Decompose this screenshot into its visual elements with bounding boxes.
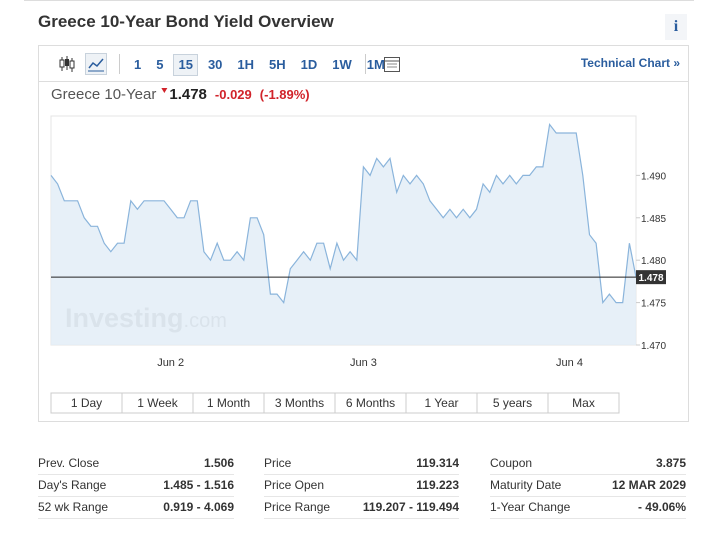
quote-line: Greece 10-Year <box>51 86 156 103</box>
stat-value: - 49.06% <box>637 500 686 514</box>
quote-values: 1.478 -0.029 (-1.89%) <box>169 86 309 103</box>
separator <box>119 54 120 74</box>
stats-column: Prev. Close 1.506 Day's Range 1.485 - 1.516… <box>38 453 234 519</box>
stat-value: 0.919 - 4.069 <box>163 500 234 514</box>
interval-button[interactable]: 5 <box>156 57 164 72</box>
interval-button[interactable]: 15 <box>173 54 198 76</box>
price: 1.478 <box>169 86 207 103</box>
stats-row: Price 119.314 <box>264 453 459 475</box>
range-label: 5 years <box>493 396 532 410</box>
stat-value: 1.506 <box>203 456 234 470</box>
y-tick-label: 1.490 <box>641 171 666 182</box>
stat-label: Price Range <box>264 500 331 514</box>
chart: Greece 10-Year1.478-0.029(-1.89%)Investi… <box>50 86 666 414</box>
x-tick-label: Jun 4 <box>556 357 583 369</box>
current-price-label: 1.478 <box>638 273 663 284</box>
stats-row: Day's Range 1.485 - 1.516 <box>38 475 234 497</box>
stat-label: 1-Year Change <box>490 500 571 514</box>
stats-row: Price Range 119.207 - 119.494 <box>264 497 459 519</box>
range-label: Max <box>572 396 595 410</box>
range-label: 1 Week <box>137 396 178 410</box>
line <box>50 123 637 305</box>
current-price-box <box>636 270 666 285</box>
chart-widget: 1 5 15 30 1H 5H 1D 1W 1M Technical Chart » Greec… <box>38 45 689 422</box>
technical-chart-link[interactable]: Technical Chart » <box>580 56 680 70</box>
stat-value: 119.207 - 119.494 <box>362 500 459 514</box>
stat-value: 119.314 <box>416 456 459 470</box>
interval-button[interactable]: 1H <box>237 57 255 72</box>
stats-column: Price 119.314 Price Open 119.223 Price Range… <box>264 453 459 519</box>
stat-value: 12 MAR 2029 <box>611 478 686 492</box>
stat-value: 3.875 <box>655 456 686 470</box>
y-tick-label: 1.480 <box>641 256 666 267</box>
interval-button[interactable]: 1W <box>332 57 352 72</box>
calendar-icon[interactable] <box>382 54 402 74</box>
interval-button[interactable]: 1 <box>134 57 142 72</box>
toolbar: 1 5 15 30 1H 5H 1D 1W 1M Technical Chart » <box>39 46 688 82</box>
range-label: 1 Month <box>207 396 250 410</box>
range-label: 6 Months <box>346 396 395 410</box>
page-title: Greece 10-Year Bond Yield Overview <box>38 12 334 31</box>
stats-column: Coupon 3.875 Maturity Date 12 MAR 2029 1-Yea… <box>490 453 686 519</box>
stats-row: Price Open 119.223 <box>264 475 459 497</box>
stat-label: Coupon <box>490 456 533 470</box>
range-label: 3 Months <box>275 396 324 410</box>
stats-row: Prev. Close 1.506 <box>38 453 234 475</box>
interval-button[interactable]: 1M <box>366 57 385 72</box>
stat-label: Price <box>264 456 292 470</box>
stat-label: 52 wk Range <box>38 500 109 514</box>
interval-group: 1 5 15 30 1H 5H 1D 1W 1M <box>129 54 395 76</box>
y-tick-label: 1.485 <box>641 214 666 225</box>
stats-row: Coupon 3.875 <box>490 453 686 475</box>
candlestick-icon[interactable] <box>57 54 77 74</box>
separator <box>365 54 366 74</box>
range-button[interactable] <box>547 392 620 414</box>
range-label: 1 Day <box>71 396 102 410</box>
down-arrow <box>161 88 168 93</box>
stats-row: Maturity Date 12 MAR 2029 <box>490 475 686 497</box>
range-label: 1 Year <box>424 396 458 410</box>
card-border <box>24 0 694 1</box>
stat-value: 119.223 <box>416 478 459 492</box>
instrument-name: Greece 10-Year <box>51 86 156 103</box>
info-button[interactable]: i <box>665 14 687 40</box>
line-chart-icon[interactable] <box>85 53 107 75</box>
stat-label: Prev. Close <box>38 456 100 470</box>
stat-value: 1.485 - 1.516 <box>163 478 234 492</box>
stat-label: Price Open <box>264 478 325 492</box>
x-tick-label: Jun 2 <box>157 357 184 369</box>
change: -0.029 <box>215 87 252 102</box>
area <box>51 124 636 345</box>
stat-label: Maturity Date <box>490 478 562 492</box>
stats-row: 52 wk Range 0.919 - 4.069 <box>38 497 234 519</box>
x-tick-label: Jun 3 <box>350 357 377 369</box>
y-tick-label: 1.470 <box>641 341 666 352</box>
stat-label: Day's Range <box>38 478 107 492</box>
y-tick-label: 1.475 <box>641 299 666 310</box>
stats-row: 1-Year Change - 49.06% <box>490 497 686 519</box>
change-percent: (-1.89%) <box>260 87 310 102</box>
interval-button[interactable]: 1D <box>300 57 318 72</box>
interval-button[interactable]: 30 <box>207 57 223 72</box>
interval-button[interactable]: 5H <box>269 57 286 72</box>
